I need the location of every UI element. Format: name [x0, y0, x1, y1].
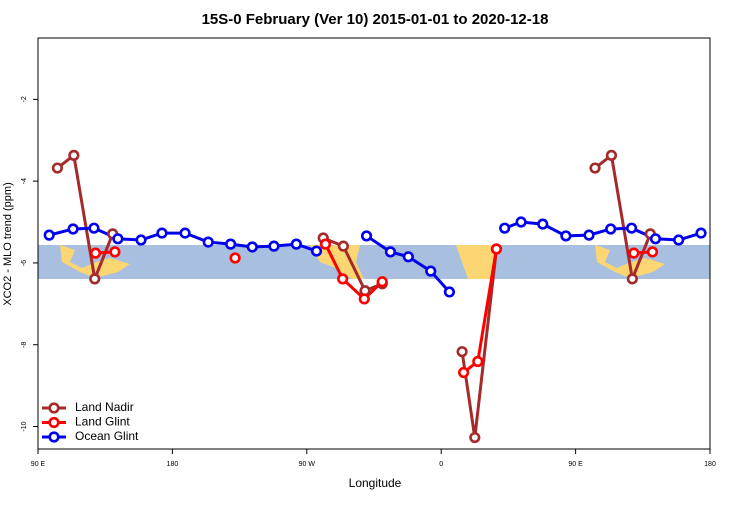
point — [337, 240, 349, 252]
legend-label: Land Nadir — [75, 400, 134, 414]
point — [268, 240, 280, 252]
point — [88, 222, 100, 234]
y-axis-label: XCO2 - MLO trend (ppm) — [2, 182, 14, 305]
x-tick-label: 180 — [167, 461, 179, 468]
point — [319, 238, 332, 250]
x-axis-label: Longitude — [349, 476, 402, 490]
y-tick-label: -10 — [21, 421, 28, 431]
plot-frame — [37, 37, 711, 450]
point — [376, 276, 388, 288]
point — [225, 238, 237, 250]
point — [646, 246, 659, 258]
legend-label: Ocean Glint — [75, 429, 139, 443]
point — [67, 223, 79, 235]
series-line — [95, 243, 653, 374]
point — [456, 346, 468, 358]
point — [625, 222, 638, 234]
legend-marker — [48, 431, 60, 443]
point — [51, 162, 64, 174]
point — [425, 265, 437, 277]
chart-title: 15S-0 February (Ver 10) 2015-01-01 to 20… — [202, 11, 549, 28]
point — [384, 246, 397, 258]
x-tick-label: 90 E — [568, 461, 583, 468]
point — [695, 227, 707, 239]
legend-marker — [48, 402, 60, 414]
series-line — [56, 152, 652, 438]
point — [605, 223, 617, 235]
point — [68, 149, 80, 161]
point — [156, 227, 168, 239]
y-tick-label: -6 — [21, 260, 28, 266]
point — [443, 286, 456, 298]
legend-marker — [48, 416, 60, 429]
point — [469, 431, 481, 444]
point — [472, 355, 484, 368]
x-tick-label: 180 — [704, 461, 716, 468]
x-tick-label: 90 E — [31, 461, 46, 468]
point — [458, 366, 470, 379]
y-tick-label: -4 — [21, 178, 28, 184]
point — [589, 162, 601, 174]
point — [109, 246, 121, 258]
point — [202, 236, 214, 248]
point — [89, 273, 101, 285]
point — [89, 247, 102, 259]
point — [246, 241, 258, 253]
point — [649, 233, 662, 245]
point — [290, 238, 302, 250]
point — [515, 216, 527, 228]
point — [605, 149, 618, 161]
point — [499, 222, 511, 234]
x-tick-label: 90 W — [299, 461, 316, 468]
point — [43, 229, 55, 241]
point — [337, 273, 349, 285]
point — [135, 234, 147, 246]
point — [560, 230, 572, 242]
x-tick-label: 0 — [439, 461, 443, 468]
land-patches — [60, 245, 665, 279]
point — [112, 233, 124, 245]
point — [360, 230, 373, 242]
point — [628, 247, 640, 259]
point — [229, 252, 241, 264]
point — [179, 227, 191, 239]
y-tick-label: -2 — [21, 96, 28, 102]
point — [626, 273, 638, 285]
point — [402, 251, 414, 263]
point — [358, 293, 370, 305]
legend-label: Land Glint — [75, 415, 130, 429]
point — [490, 243, 503, 255]
point — [673, 234, 685, 246]
point — [310, 245, 323, 257]
point — [537, 218, 549, 230]
y-tick-label: -8 — [21, 342, 28, 348]
point — [583, 229, 595, 241]
